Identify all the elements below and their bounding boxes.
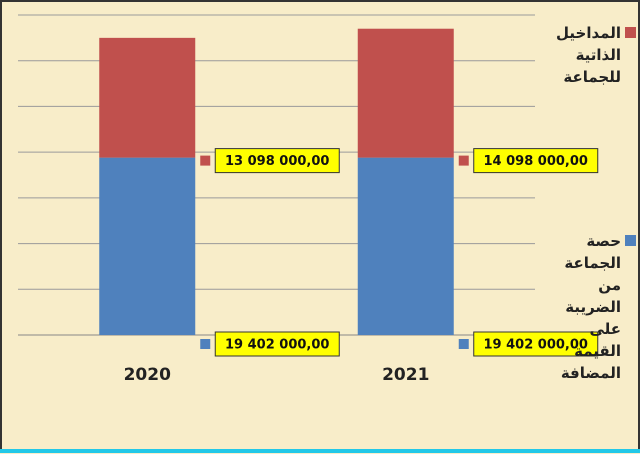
bar-segment: [99, 37, 196, 158]
legend-swatch: [625, 27, 636, 38]
value-label-box: [214, 331, 340, 357]
value-label: 13 098 000,00: [225, 154, 329, 169]
value-label: 19 402 000,00: [225, 338, 329, 353]
value-label-box: [214, 148, 340, 174]
value-label-box: [473, 331, 599, 357]
legend-swatch: [625, 235, 636, 246]
legend-label: المداخيل الذاتية للجماعة: [556, 24, 621, 86]
x-tick-label: 2021: [382, 365, 429, 385]
value-label-box: [473, 148, 599, 174]
label-swatch: [458, 339, 469, 349]
bar-segment: [99, 157, 196, 335]
label-swatch: [458, 155, 469, 166]
bar-segment: [357, 28, 454, 158]
x-tick-label: 2020: [124, 365, 171, 385]
label-swatch: [200, 155, 211, 166]
legend-label: حصة الجماعة من الضريبة على القيمة المضاف…: [560, 232, 621, 382]
label-swatch: [200, 339, 211, 349]
legend-item: المداخيل الذاتية للجماعة: [540, 22, 636, 88]
legend-item: حصة الجماعة من الضريبة على القيمة المضاف…: [540, 230, 636, 384]
bar-segment: [357, 157, 454, 335]
value-label: 19 402 000,00: [484, 338, 588, 353]
value-label: 14 098 000,00: [484, 154, 588, 169]
